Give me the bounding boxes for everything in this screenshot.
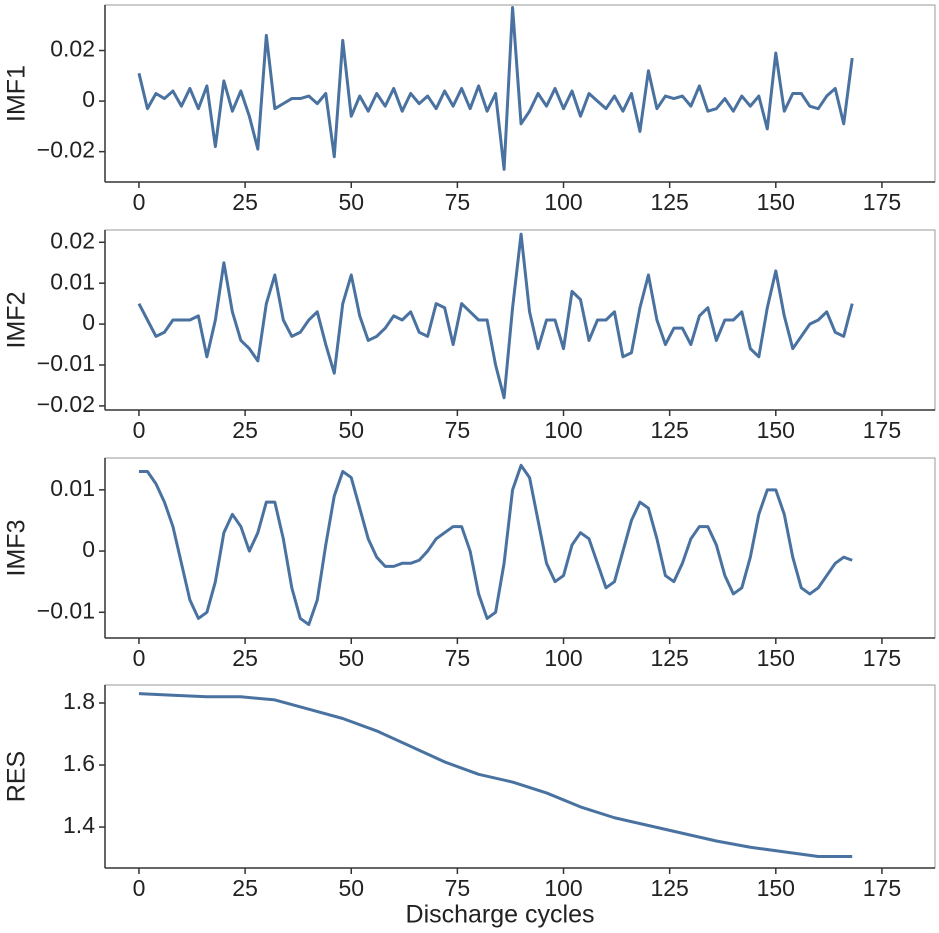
y-axis-label: IMF2 [3,292,31,349]
y-axis-label: RES [3,751,31,802]
y-axis-label: IMF3 [3,520,31,577]
y-tick-label: 0 [82,536,95,562]
x-tick-label: 25 [232,417,258,443]
y-tick-label: 1.4 [63,812,95,838]
x-tick-label: 0 [133,875,146,901]
x-tick-label: 50 [338,875,364,901]
x-tick-label: 0 [133,645,146,671]
x-tick-label: 175 [863,875,901,901]
x-tick-label: 125 [650,417,688,443]
axes-frame [104,684,936,869]
x-tick-label: 75 [445,645,471,671]
y-tick-label: 1.8 [63,688,95,714]
x-tick-label: 125 [650,875,688,901]
x-tick-label: 75 [445,417,471,443]
data-line [137,6,854,171]
x-tick-label: 125 [650,189,688,215]
x-tick-label: 150 [757,189,795,215]
x-tick-label: 150 [757,875,795,901]
y-tick-label: 0.02 [50,227,95,253]
y-tick-label: −0.02 [37,391,95,417]
x-tick-label: 100 [544,189,582,215]
x-tick-label: 25 [232,189,258,215]
x-tick-label: 50 [338,417,364,443]
x-tick-label: 25 [232,645,258,671]
y-tick-label: 0.01 [50,475,95,501]
x-tick-label: 0 [133,189,146,215]
x-tick-label: 50 [338,189,364,215]
axes-frame [104,457,936,639]
x-tick-label: 100 [544,875,582,901]
x-tick-label: 175 [863,645,901,671]
x-tick-label: 100 [544,645,582,671]
x-tick-label: 75 [445,189,471,215]
x-axis-label: Discharge cycles [406,901,595,929]
x-tick-label: 175 [863,189,901,215]
y-tick-label: 0 [82,309,95,335]
x-tick-label: 100 [544,417,582,443]
y-tick-label: −0.01 [37,597,95,623]
x-tick-label: 75 [445,875,471,901]
x-tick-label: 125 [650,645,688,671]
x-tick-label: 25 [232,875,258,901]
x-tick-label: 150 [757,645,795,671]
axes-frame [104,229,936,411]
y-tick-label: 0.01 [50,268,95,294]
x-tick-label: 50 [338,645,364,671]
y-tick-label: 0.02 [50,36,95,62]
x-tick-label: 150 [757,417,795,443]
y-tick-label: −0.01 [37,350,95,376]
y-tick-label: −0.02 [37,137,95,163]
data-line [138,692,853,859]
data-line [137,232,854,400]
data-line [138,463,853,627]
x-tick-label: 175 [863,417,901,443]
y-axis-label: IMF1 [3,65,31,122]
y-tick-label: 0 [82,86,95,112]
y-tick-label: 1.6 [63,750,95,776]
x-tick-label: 0 [133,417,146,443]
